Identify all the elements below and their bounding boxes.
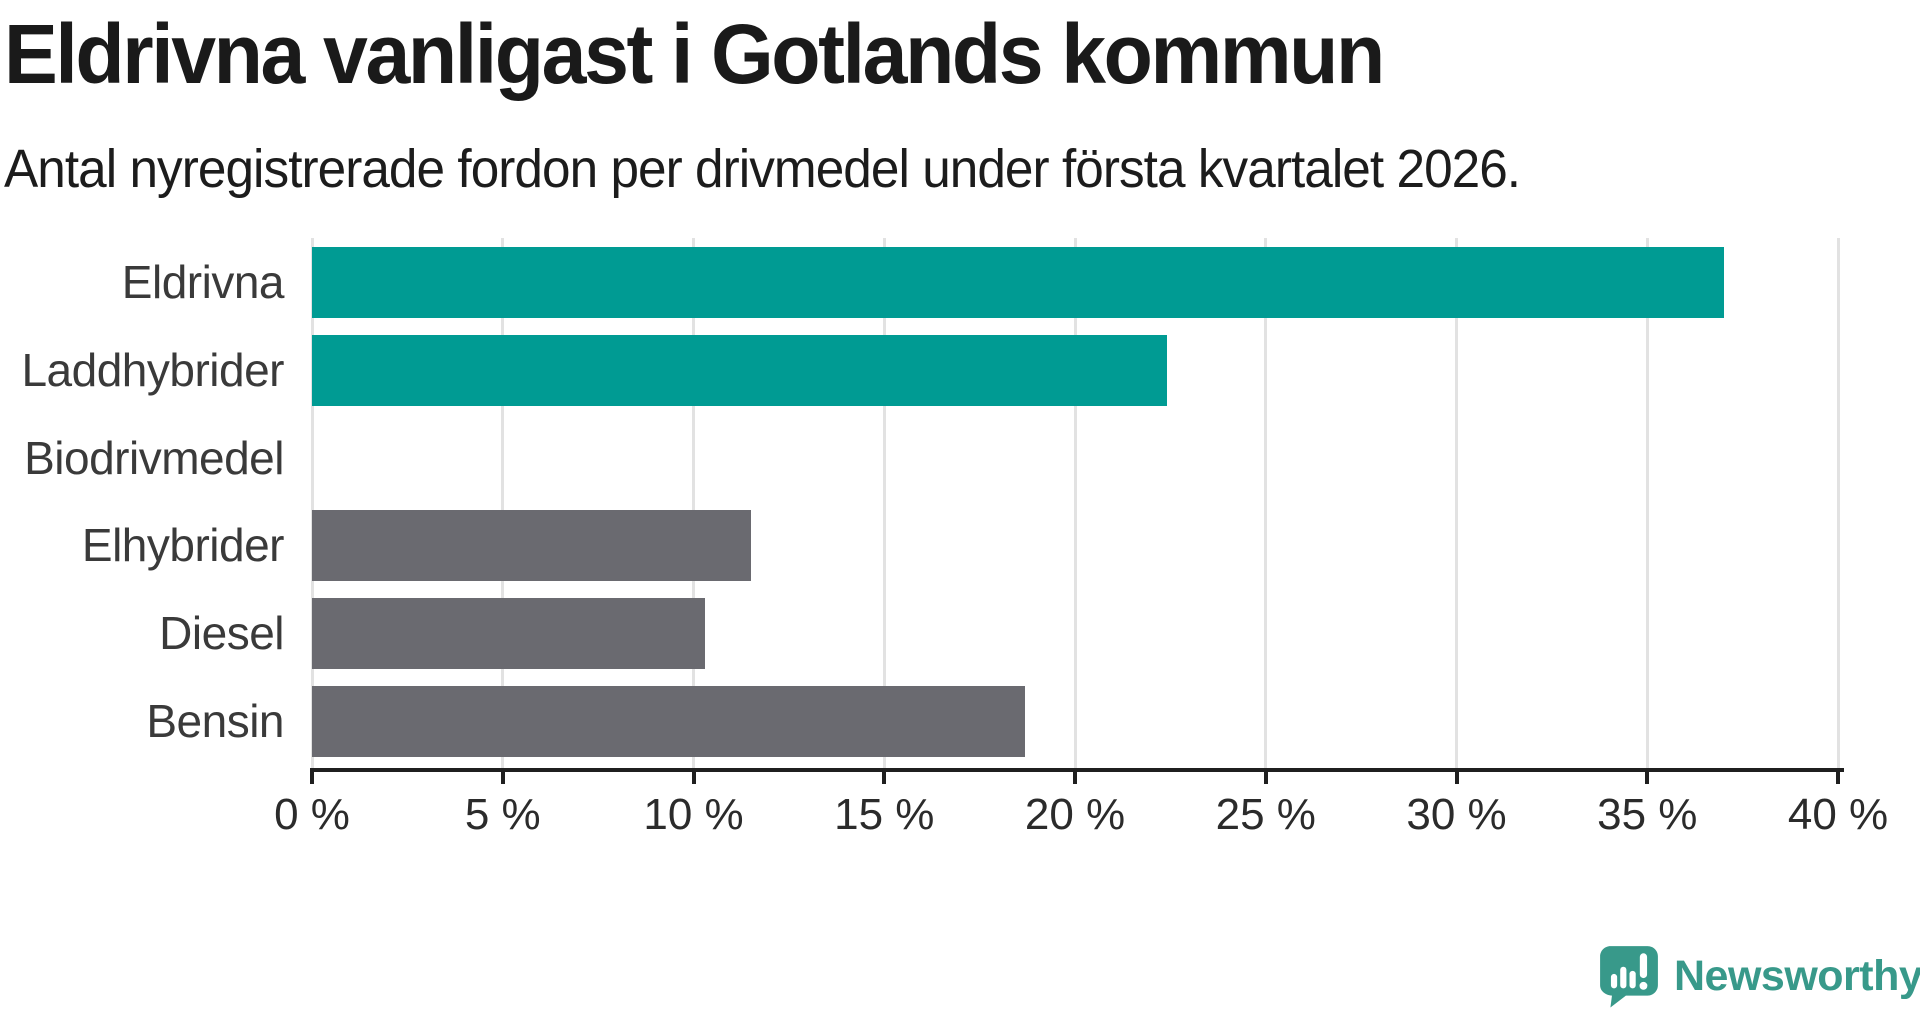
gridline-5 — [501, 238, 505, 768]
x-axis-tick-25 — [1263, 768, 1268, 784]
x-axis-tick-30 — [1454, 768, 1459, 784]
x-axis-tick-label-5: 5 % — [464, 790, 541, 839]
gridline-20 — [1073, 238, 1077, 768]
x-axis-tick-20 — [1073, 768, 1077, 784]
x-axis-tick-label-10: 10 % — [643, 790, 744, 839]
gridline-40 — [1836, 238, 1840, 768]
gridline-25 — [1264, 238, 1268, 768]
x-axis-tick-5 — [500, 768, 505, 784]
x-axis-tick-40 — [1836, 768, 1840, 784]
gridline-15 — [882, 238, 886, 768]
page-title: Eldrivna vanligast i Gotlands kommun — [4, 7, 1385, 101]
bar-diesel — [312, 598, 705, 670]
gridline-0 — [310, 238, 314, 768]
category-label-diesel: Diesel — [159, 607, 284, 660]
newsworthy-logo-text: Newsworthy — [1674, 951, 1920, 1000]
gridline-10 — [692, 238, 695, 768]
chart-subtitle: Antal nyregistrerade fordon per drivmede… — [4, 139, 1521, 199]
x-axis-tick-label-40: 40 % — [1787, 790, 1889, 839]
x-axis-tick-label-30: 30 % — [1406, 790, 1507, 839]
x-axis-tick-10 — [691, 768, 696, 784]
bar-laddhybrider — [312, 334, 1167, 406]
newsworthy-logo: Newsworthy — [1598, 944, 1920, 1008]
x-axis-tick-label-25: 25 % — [1215, 790, 1316, 839]
category-label-laddhybrider: Laddhybrider — [21, 343, 284, 396]
gridline-35 — [1645, 238, 1649, 768]
gridline-30 — [1455, 238, 1458, 768]
bar-eldrivna — [312, 247, 1724, 318]
x-axis-tick-15 — [882, 768, 887, 784]
x-axis-tick-label-20: 20 % — [1024, 790, 1126, 839]
bar-bensin — [312, 686, 1026, 757]
category-label-bensin: Bensin — [146, 695, 284, 747]
bar-chart: Eldrivna Laddhybrider Biodrivmedel Elhybrid… — [0, 238, 1920, 858]
x-axis-tick-label-35: 35 % — [1597, 790, 1698, 839]
category-label-biodrivmedel: Biodrivmedel — [24, 431, 284, 484]
x-axis-line — [310, 768, 1844, 772]
x-axis-tick-label-0: 0 % — [274, 790, 350, 839]
x-axis-tick-35 — [1645, 768, 1650, 784]
x-axis-tick-0 — [310, 768, 314, 784]
category-label-elhybrider: Elhybrider — [81, 519, 285, 572]
bar-elhybrider — [312, 510, 751, 582]
x-axis-tick-label-15: 15 % — [834, 790, 935, 839]
category-label-eldrivna: Eldrivna — [121, 256, 285, 308]
newsworthy-bubble-chart-icon — [1600, 946, 1658, 1008]
